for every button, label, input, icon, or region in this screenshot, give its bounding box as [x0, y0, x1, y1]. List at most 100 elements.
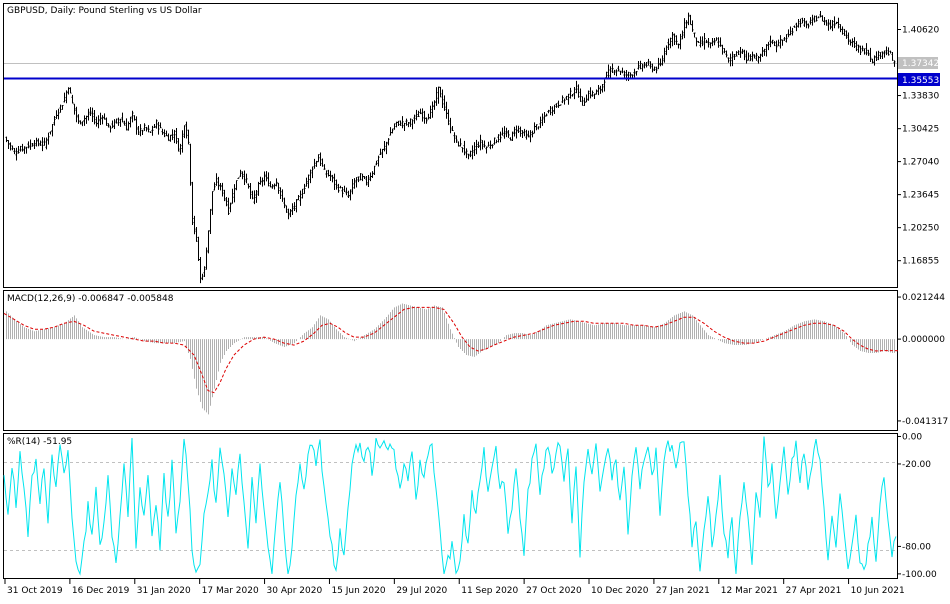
time-tick-label: 17 Mar 2020 — [202, 586, 259, 596]
price-bar — [581, 96, 584, 106]
price-bar — [435, 87, 438, 106]
price-bar — [543, 111, 546, 124]
price-bar — [607, 64, 610, 78]
price-bar — [465, 148, 468, 159]
price-tick-label: 1.23645 — [902, 191, 939, 201]
price-bar — [691, 20, 694, 32]
price-bar — [845, 30, 848, 39]
price-bar — [549, 105, 552, 116]
price-bar — [777, 39, 780, 47]
price-bar — [683, 18, 686, 39]
price-bar — [805, 20, 808, 29]
price-bar — [491, 144, 494, 149]
price-bar — [851, 38, 854, 48]
price-bar — [135, 116, 138, 135]
price-bar — [411, 119, 414, 130]
price-bar — [477, 141, 480, 149]
price-bar — [669, 37, 672, 49]
price-bar — [139, 124, 142, 137]
price-bar — [187, 129, 190, 145]
price-bar — [483, 140, 486, 148]
price-bar — [463, 140, 466, 156]
price-bar — [201, 273, 204, 281]
price-bar — [559, 104, 562, 106]
price-bar — [429, 105, 432, 119]
price-bar — [327, 169, 330, 177]
price-bar — [117, 117, 120, 126]
price-bar — [891, 51, 894, 61]
price-bar — [329, 170, 332, 181]
price-bar — [475, 139, 478, 155]
price-bar — [655, 66, 658, 74]
price-bar — [601, 83, 604, 93]
price-bar — [61, 105, 64, 111]
price-bar — [561, 95, 564, 104]
price-bar — [413, 114, 416, 124]
price-bar — [249, 183, 252, 199]
price-bar — [15, 147, 18, 161]
price-bar — [399, 120, 402, 126]
price-bar — [577, 84, 580, 98]
price-bar — [107, 123, 110, 128]
price-bar — [537, 126, 540, 130]
price-bar — [871, 58, 874, 64]
price-bar — [547, 109, 550, 114]
price-bar — [163, 129, 166, 138]
price-bar — [257, 181, 260, 196]
price-bar — [821, 15, 824, 22]
price-bar — [195, 226, 198, 242]
price-bar — [781, 39, 784, 46]
price-bar — [673, 33, 676, 46]
price-bar — [527, 130, 530, 138]
price-bar — [381, 148, 384, 159]
price-bar — [723, 47, 726, 54]
price-bar — [69, 87, 72, 94]
price-bar — [595, 89, 598, 95]
price-bar — [869, 47, 872, 62]
price-bar — [275, 178, 278, 187]
price-bar — [7, 140, 10, 149]
price-bar — [183, 125, 186, 139]
price-bar — [623, 70, 626, 78]
price-bar — [705, 39, 708, 44]
price-bar — [783, 37, 786, 41]
price-bar — [495, 139, 498, 144]
price-bar — [27, 141, 30, 149]
price-bars — [5, 10, 896, 284]
price-bar — [151, 125, 154, 136]
macd-tick-label: -0.041317 — [902, 417, 948, 427]
price-bar — [431, 101, 434, 118]
price-bar — [9, 142, 12, 151]
price-tick-label: 1.27040 — [902, 158, 939, 168]
price-bar — [49, 131, 52, 135]
time-tick-label: 12 Mar 2021 — [721, 586, 778, 596]
price-bar — [513, 126, 516, 137]
price-bar — [65, 90, 68, 104]
price-bar — [95, 116, 98, 127]
price-bar — [77, 114, 80, 124]
price-bar — [811, 14, 814, 26]
price-bar — [313, 158, 316, 169]
price-bar — [519, 126, 522, 137]
price-bar — [757, 55, 760, 64]
price-bar — [885, 46, 888, 56]
price-bar — [385, 141, 388, 155]
price-bar — [289, 208, 292, 218]
price-axis: 1.40620 1.33830 1.30425 1.27040 1.23645 1.202… — [897, 25, 939, 267]
price-bar — [127, 121, 130, 131]
price-bar — [403, 122, 406, 131]
price-bar — [681, 30, 684, 40]
price-bar — [209, 208, 212, 235]
price-panel-frame — [3, 3, 898, 288]
price-bar — [721, 44, 724, 55]
price-tick-label: 1.40620 — [902, 25, 939, 35]
price-bar — [253, 190, 256, 205]
price-bar — [555, 103, 558, 108]
price-bar — [165, 130, 168, 137]
price-bar — [81, 121, 84, 127]
price-bar — [219, 182, 222, 191]
price-bar — [893, 60, 896, 67]
price-bar — [459, 138, 462, 147]
price-bar — [147, 125, 150, 133]
wpr-tick-label: 0.00 — [902, 432, 922, 442]
